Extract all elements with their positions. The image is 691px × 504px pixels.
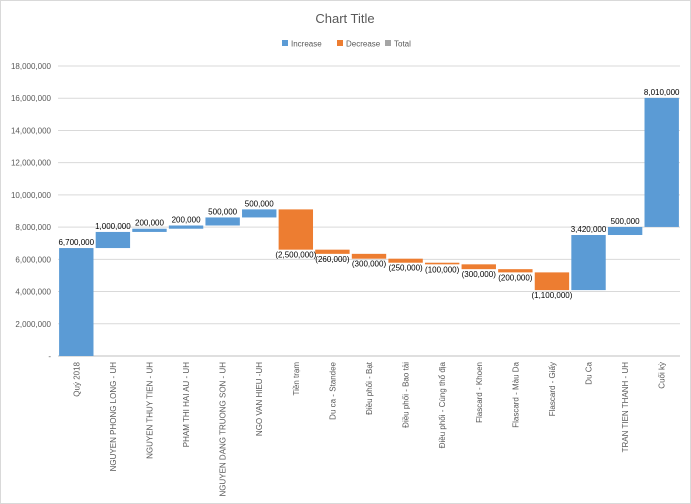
chart-title: Chart Title — [315, 11, 374, 26]
legend: Increase Decrease Total — [282, 40, 411, 49]
bar-decrease — [498, 269, 533, 273]
bar-decrease — [534, 272, 570, 291]
bar-decrease — [388, 258, 423, 263]
data-label: 3,420,000 — [571, 225, 607, 234]
x-tick-label: NGUYEN DANG TRUONG SON - UH — [219, 362, 228, 497]
bars — [59, 97, 679, 356]
x-tick-label: Quý 2018 — [72, 361, 81, 396]
y-tick-label: 6,000,000 — [15, 255, 51, 264]
legend-swatch-total — [385, 40, 391, 46]
bar-decrease — [461, 264, 496, 270]
data-label: 500,000 — [208, 207, 237, 216]
y-tick-label: 8,000,000 — [15, 223, 51, 232]
legend-label-decrease: Decrease — [346, 40, 381, 49]
x-tick-label: Điều phối - Cúng thổ địa — [438, 361, 447, 448]
bar-decrease — [351, 253, 387, 259]
data-label: 1,000,000 — [95, 222, 131, 231]
bar-increase — [205, 217, 240, 226]
bar-increase — [607, 226, 643, 236]
x-tick-label: TRAN TIEN THANH - UH — [621, 362, 630, 453]
bar-increase — [59, 248, 94, 356]
x-axis-tick-labels: Quý 2018 NGUYEN PHONG LONG - UH NGUYEN THU… — [72, 361, 666, 496]
data-label: 8,010,000 — [644, 88, 680, 97]
y-tick-label: 14,000,000 — [11, 126, 52, 135]
legend-label-increase: Increase — [291, 40, 322, 49]
data-label: 6,700,000 — [58, 238, 94, 247]
bar-decrease — [278, 209, 314, 250]
bar-increase — [168, 225, 204, 229]
gridlines — [58, 65, 680, 357]
y-tick-label: 18,000,000 — [11, 62, 52, 71]
bar-increase — [242, 209, 277, 218]
y-tick-label: - — [48, 352, 51, 361]
x-tick-label: NGUYEN THUY TIEN - UH — [145, 362, 154, 459]
bar-increase — [571, 235, 606, 291]
x-tick-label: Cuối kỳ — [658, 362, 667, 389]
x-tick-label: Flascard - Giấy — [548, 362, 557, 416]
bar-decrease — [315, 249, 350, 254]
x-tick-label: Du ca - Standee — [328, 361, 337, 419]
data-label: (250,000) — [388, 264, 423, 273]
bar-increase — [95, 231, 131, 249]
x-tick-label: NGUYEN PHONG LONG - UH — [109, 362, 118, 472]
data-label: (260,000) — [315, 255, 350, 264]
x-tick-label: Điều phối - Bạt — [365, 361, 374, 415]
data-label: 500,000 — [611, 217, 640, 226]
bar-decrease — [424, 262, 460, 265]
x-tick-label: Flascard - Màu Da — [511, 361, 520, 427]
data-label: (300,000) — [462, 270, 497, 279]
y-tick-label: 2,000,000 — [15, 320, 51, 329]
x-tick-label: Tiền trạm — [292, 362, 301, 396]
data-label: (100,000) — [425, 265, 460, 274]
data-label: 200,000 — [135, 219, 164, 228]
x-tick-label: Flascard - Khoen — [475, 362, 484, 423]
x-tick-label: NGO VAN HIEU -UH — [255, 362, 264, 436]
legend-label-total: Total — [394, 40, 411, 49]
x-tick-label: PHAM THI HAI AU - UH — [182, 362, 191, 447]
data-label: (1,100,000) — [531, 291, 572, 300]
x-tick-label: Điều phối - Bao tải — [402, 362, 411, 428]
legend-swatch-decrease — [337, 40, 343, 46]
x-tick-label: Du Ca — [585, 361, 594, 384]
data-label: 500,000 — [245, 199, 274, 208]
data-label: (300,000) — [352, 260, 387, 269]
y-tick-label: 4,000,000 — [15, 288, 51, 297]
bar-increase — [132, 228, 167, 232]
y-axis-tick-labels: - 2,000,000 4,000,000 6,000,000 8,000,000 10,… — [11, 62, 52, 361]
data-label: 200,000 — [172, 216, 201, 225]
y-tick-label: 16,000,000 — [11, 94, 52, 103]
y-tick-label: 12,000,000 — [11, 159, 52, 168]
data-label: (200,000) — [498, 273, 533, 282]
data-label: (2,500,000) — [275, 251, 316, 260]
y-tick-label: 10,000,000 — [11, 191, 52, 200]
bar-increase — [644, 97, 679, 227]
legend-swatch-increase — [282, 40, 288, 46]
